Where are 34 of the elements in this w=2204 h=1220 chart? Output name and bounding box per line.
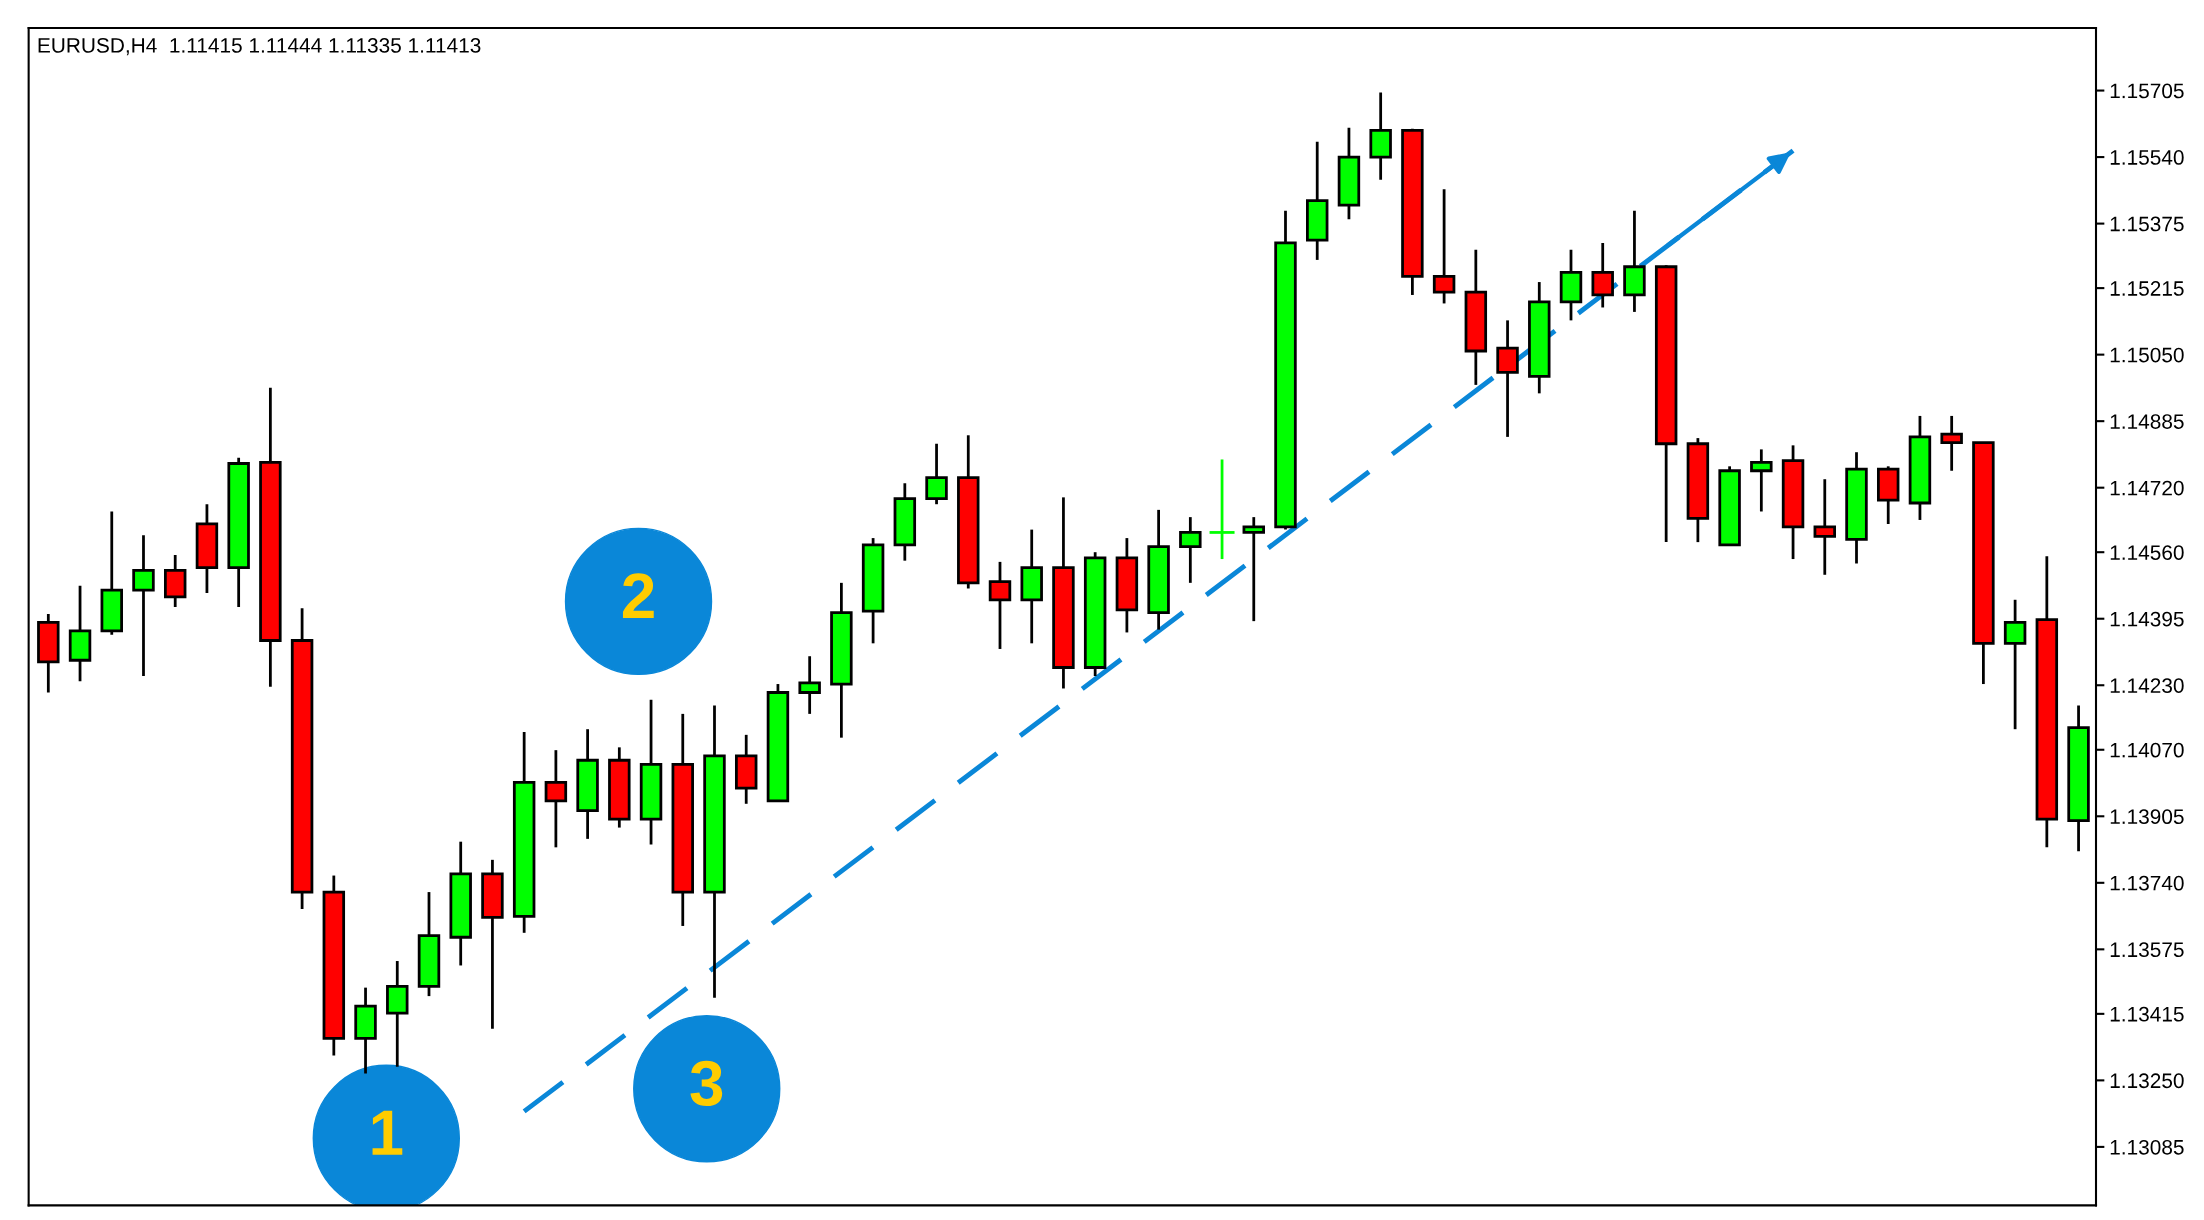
candlestick (132, 533, 155, 678)
y-tick-label: 1.13740 (2110, 875, 2184, 891)
y-tick-label: 1.14720 (2110, 480, 2184, 496)
y-tick-label: 1.13250 (2110, 1073, 2184, 1089)
y-tick-label: 1.14070 (2110, 742, 2184, 758)
candlestick (798, 654, 821, 716)
y-tick-label: 1.15050 (2110, 347, 2184, 363)
y-tick-label: 1.13905 (2110, 809, 2184, 825)
candlestick (1179, 515, 1202, 585)
candlestick (988, 560, 1012, 651)
candlestick (1813, 477, 1836, 577)
candlestick (1940, 414, 1963, 473)
annotation: 2 (622, 573, 654, 618)
y-tick-label: 1.15705 (2110, 83, 2184, 99)
candlestick (544, 748, 568, 849)
y-tick-label: 1.14230 (2110, 678, 2184, 694)
y-tick-label: 1.14560 (2110, 545, 2184, 560)
annotation: 1 (372, 1110, 403, 1155)
candlestick (925, 442, 948, 506)
y-tick-label: 1.14885 (2110, 414, 2184, 429)
y-tick-label: 1.14395 (2110, 611, 2184, 627)
candlestick (1242, 515, 1265, 623)
chart-title: EURUSD,H4 1.11415 1.11444 1.11335 1.11413 (38, 38, 481, 56)
y-tick-label: 1.15215 (2110, 281, 2184, 296)
candlestick (1591, 241, 1614, 309)
y-tick-label: 1.13575 (2110, 942, 2184, 958)
annotation: 3 (690, 1060, 723, 1107)
y-tick-label: 1.13415 (2110, 1006, 2184, 1022)
y-tick-label: 1.13085 (2110, 1139, 2184, 1155)
y-tick-label: 1.15375 (2110, 216, 2184, 232)
candlestick (2003, 598, 2027, 731)
y-tick-label: 1.15540 (2110, 150, 2184, 165)
candlestick (1432, 187, 1456, 305)
candlestick (1750, 448, 1773, 513)
